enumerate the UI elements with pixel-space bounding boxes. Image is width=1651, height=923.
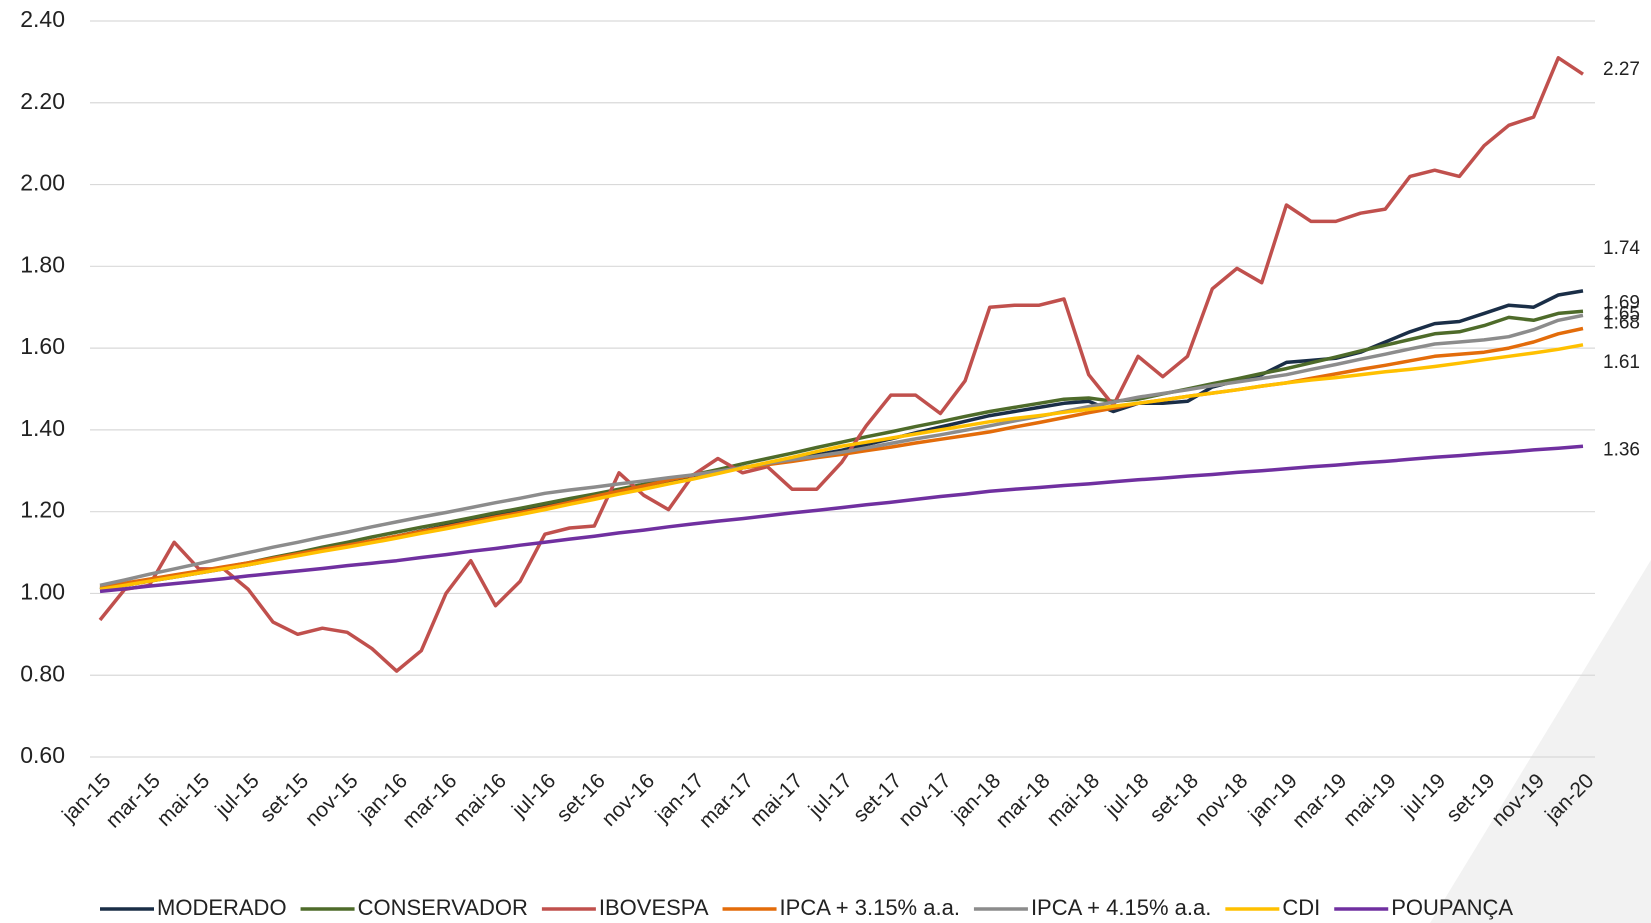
y-tick-label: 2.40 bbox=[20, 6, 65, 32]
legend-label: IPCA + 3.15% a.a. bbox=[780, 895, 960, 920]
series-line bbox=[99, 326, 1584, 590]
y-tick-label: 0.60 bbox=[20, 742, 65, 768]
labels: 0.60 0.80 1.00 1.20 1.40 1.60 1.80 2.00 2.20 2.40… bbox=[20, 6, 1640, 832]
y-tick-label: 1.00 bbox=[20, 579, 65, 605]
x-tick-label: mar-17 bbox=[695, 769, 758, 832]
grid bbox=[90, 20, 1595, 758]
decoration bbox=[1430, 560, 1651, 923]
series-line bbox=[98, 56, 1584, 673]
x-tick-label: mar-15 bbox=[102, 769, 165, 832]
legend-label: POUPANÇA bbox=[1391, 895, 1513, 920]
legend-label: CDI bbox=[1282, 895, 1320, 920]
value-label: 2.27 bbox=[1603, 59, 1640, 80]
y-tick-label: 1.40 bbox=[20, 415, 65, 441]
x-tick-label: nov-17 bbox=[894, 769, 956, 831]
x-tick-label: jul-15 bbox=[210, 769, 263, 822]
x-tick-label: jul-19 bbox=[1397, 769, 1450, 822]
value-label: 1.36 bbox=[1603, 439, 1640, 460]
y-tick-label: 0.80 bbox=[20, 660, 65, 686]
x-tick-label: mai-18 bbox=[1042, 769, 1104, 831]
value-label: 1.61 bbox=[1603, 352, 1640, 373]
series-line bbox=[99, 289, 1584, 592]
legend-label: IPCA + 4.15% a.a. bbox=[1031, 895, 1211, 920]
x-tick-label: jul-18 bbox=[1100, 769, 1153, 822]
series-line bbox=[99, 444, 1584, 594]
x-tick-label: nov-18 bbox=[1191, 769, 1253, 831]
series-line bbox=[99, 309, 1584, 592]
lines bbox=[98, 56, 1584, 673]
x-tick-label: mai-17 bbox=[746, 769, 808, 831]
value-label: 1.68 bbox=[1603, 312, 1640, 333]
legend: MODERADO CONSERVADOR IBOVESPA IPCA + 3.15% … bbox=[100, 895, 1513, 920]
value-label: 1.69 bbox=[1603, 292, 1640, 313]
x-tick-label: nov-15 bbox=[301, 769, 363, 831]
x-tick-label: mar-19 bbox=[1288, 769, 1351, 832]
series-line bbox=[99, 313, 1584, 588]
value-label: 1.74 bbox=[1603, 238, 1640, 259]
series-line bbox=[99, 343, 1584, 592]
x-tick-label: jul-17 bbox=[804, 769, 857, 822]
x-tick-label: mar-16 bbox=[398, 769, 461, 832]
legend-label: MODERADO bbox=[157, 895, 287, 920]
y-tick-label: 1.20 bbox=[20, 497, 65, 523]
y-tick-label: 2.20 bbox=[20, 88, 65, 114]
y-tick-label: 1.60 bbox=[20, 333, 65, 359]
x-tick-label: nov-16 bbox=[598, 769, 660, 831]
y-tick-label: 1.80 bbox=[20, 251, 65, 277]
legend-label: IBOVESPA bbox=[599, 895, 709, 920]
x-tick-label: mai-19 bbox=[1339, 769, 1401, 831]
x-tick-label: mar-18 bbox=[991, 769, 1054, 832]
legend-label: CONSERVADOR bbox=[358, 895, 528, 920]
y-tick-label: 2.00 bbox=[20, 170, 65, 196]
x-tick-label: mai-15 bbox=[153, 769, 215, 831]
x-tick-label: jul-16 bbox=[507, 769, 560, 822]
value-label: 1.65 bbox=[1603, 304, 1640, 325]
x-tick-label: mai-16 bbox=[449, 769, 511, 831]
